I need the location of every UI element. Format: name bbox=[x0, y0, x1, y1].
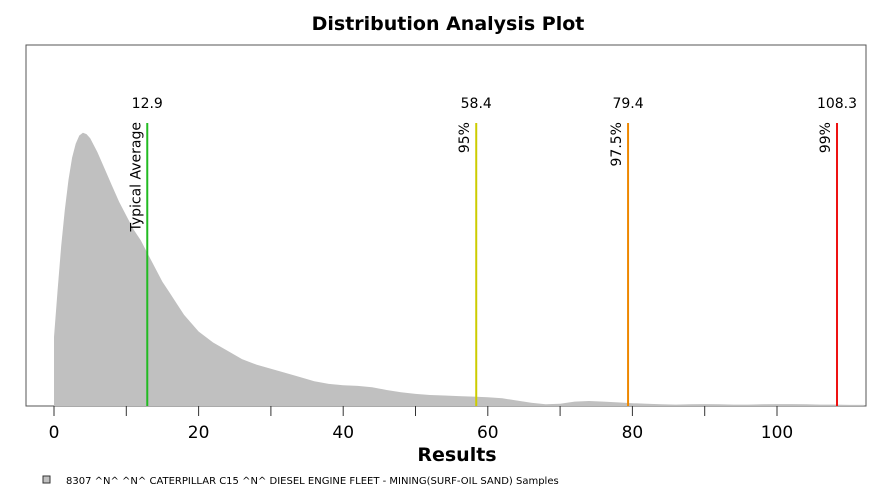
reference-line-label-1: 95% bbox=[457, 122, 473, 153]
reference-value-label-2: 79.4 bbox=[612, 96, 643, 112]
chart-title: Distribution Analysis Plot bbox=[312, 13, 585, 35]
reference-value-label-1: 58.4 bbox=[461, 96, 492, 112]
x-tick-label: 20 bbox=[188, 423, 210, 443]
reference-value-label-3: 108.3 bbox=[817, 96, 857, 112]
x-tick-label: 80 bbox=[622, 423, 644, 443]
x-axis-label: Results bbox=[417, 444, 496, 466]
legend-swatch bbox=[42, 475, 51, 484]
x-tick-label: 0 bbox=[49, 423, 60, 443]
legend-entry: 8307 ^N^ ^N^ CATERPILLAR C15 ^N^ DIESEL … bbox=[66, 476, 559, 487]
x-tick-label: 40 bbox=[332, 423, 354, 443]
reference-line-label-0: Typical Average bbox=[128, 122, 144, 233]
x-tick-label: 100 bbox=[761, 423, 793, 443]
reference-line-label-2: 97.5% bbox=[609, 122, 625, 166]
density-area-series-0 bbox=[54, 132, 864, 407]
reference-value-label-0: 12.9 bbox=[132, 96, 163, 112]
reference-line-label-3: 99% bbox=[818, 122, 834, 153]
x-tick-label: 60 bbox=[477, 423, 499, 443]
